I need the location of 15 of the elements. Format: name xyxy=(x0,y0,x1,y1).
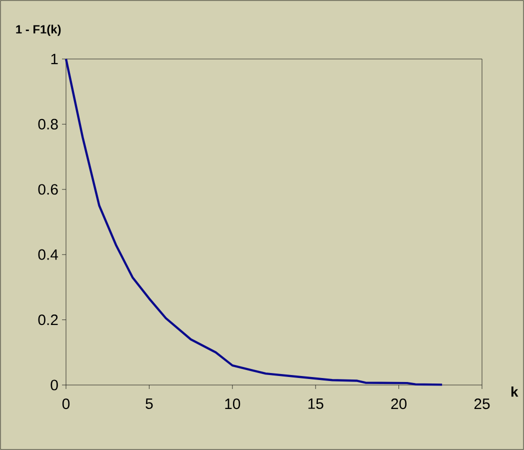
x-tick-label: 10 xyxy=(225,398,240,410)
y-tick-label: 0.8 xyxy=(38,118,58,130)
y-tick-label: 0.4 xyxy=(38,249,58,260)
x-tick-label: 15 xyxy=(308,398,324,409)
x-tick-label: 25 xyxy=(474,398,490,410)
y-tick-label: 0.6 xyxy=(38,184,58,195)
x-tick-label: 20 xyxy=(391,398,407,410)
y-tick-label: 1 xyxy=(51,54,58,64)
y-tick-label: 0 xyxy=(50,380,58,390)
x-tick-label: 5 xyxy=(146,398,153,409)
x-tick-label: 0 xyxy=(62,398,70,410)
x-axis-title: k xyxy=(511,386,518,397)
y-axis-title: 1 - F1(k) xyxy=(16,24,61,36)
line-series xyxy=(64,58,444,386)
y-tick-label: 0.2 xyxy=(38,314,58,326)
